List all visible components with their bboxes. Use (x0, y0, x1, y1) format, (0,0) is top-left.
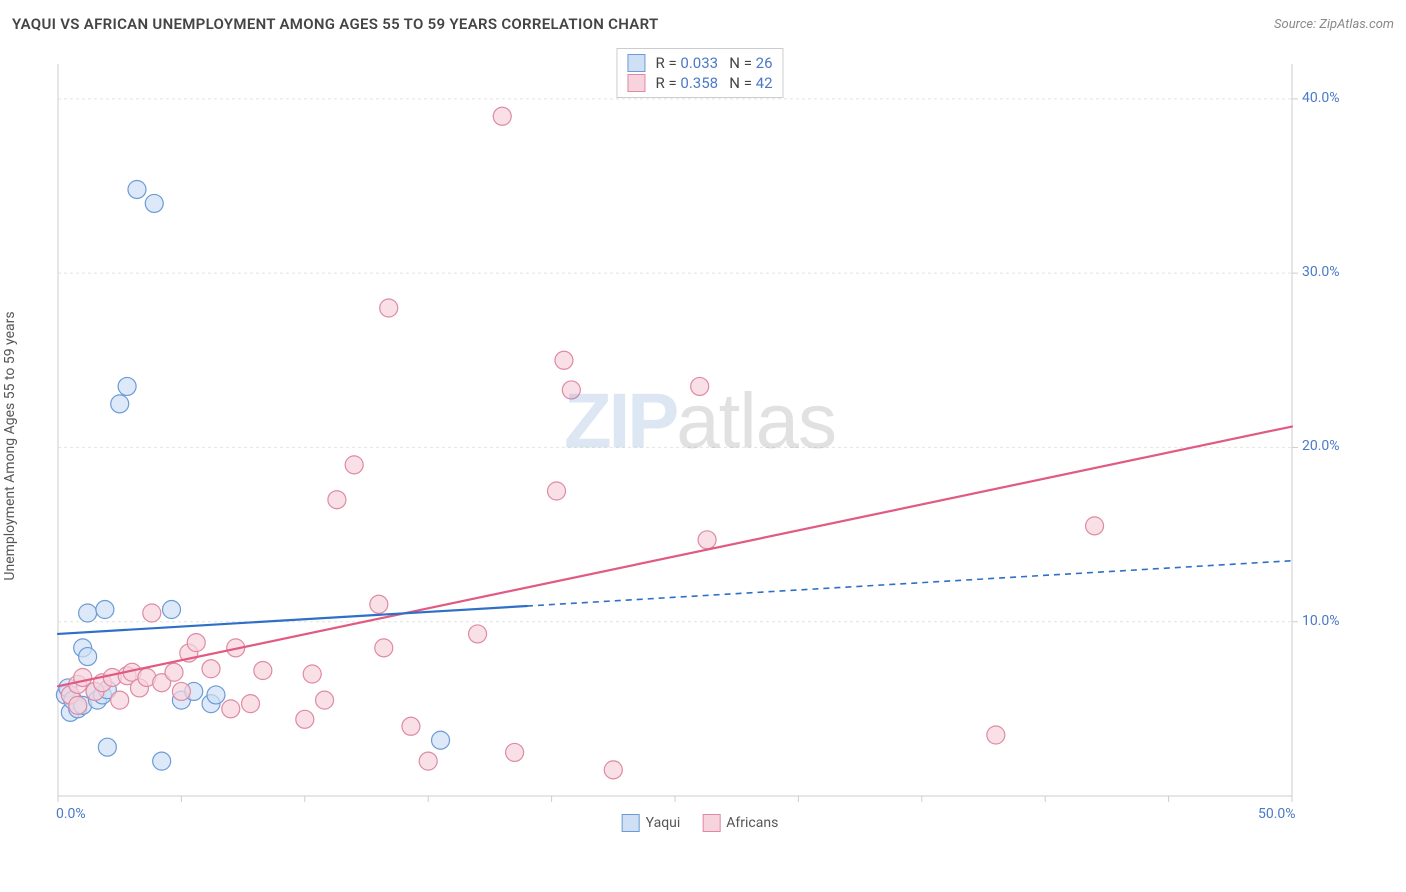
legend-swatch (702, 814, 720, 832)
chart-title: YAQUI VS AFRICAN UNEMPLOYMENT AMONG AGES… (12, 15, 659, 33)
series-legend-label: Africans (726, 815, 778, 831)
tick-label: 30.0% (1302, 264, 1340, 280)
series-legend: Yaqui Africans (622, 814, 779, 832)
tick-label: 10.0% (1302, 613, 1340, 629)
chart-container: YAQUI VS AFRICAN UNEMPLOYMENT AMONG AGES… (0, 0, 1406, 892)
stat-legend-row: R = 0.033 N = 26 (627, 53, 772, 73)
plot-area: ZIPatlas R = 0.033 N = 26R = 0.358 N = 4… (50, 44, 1350, 834)
header: YAQUI VS AFRICAN UNEMPLOYMENT AMONG AGES… (0, 0, 1406, 44)
tick-label: 20.0% (1302, 438, 1340, 454)
series-legend-label: Yaqui (646, 815, 681, 831)
stat-legend-row: R = 0.358 N = 42 (627, 73, 772, 93)
legend-swatch (627, 74, 645, 92)
y-axis-label: Unemployment Among Ages 55 to 59 years (2, 311, 18, 580)
tick-label: 0.0% (56, 806, 86, 822)
series-legend-item: Africans (702, 814, 778, 832)
tick-label: 50.0% (1258, 806, 1296, 822)
source-attribution: Source: ZipAtlas.com (1274, 17, 1394, 32)
series-legend-item: Yaqui (622, 814, 681, 832)
chart-svg (50, 44, 1350, 834)
legend-swatch (627, 54, 645, 72)
legend-swatch (622, 814, 640, 832)
tick-label: 40.0% (1302, 90, 1340, 106)
stat-legend: R = 0.033 N = 26 R = 0.358 N = 42 (616, 48, 783, 98)
stat-legend-text: R = 0.358 N = 42 (655, 74, 772, 92)
stat-legend-text: R = 0.033 N = 26 (655, 54, 772, 72)
